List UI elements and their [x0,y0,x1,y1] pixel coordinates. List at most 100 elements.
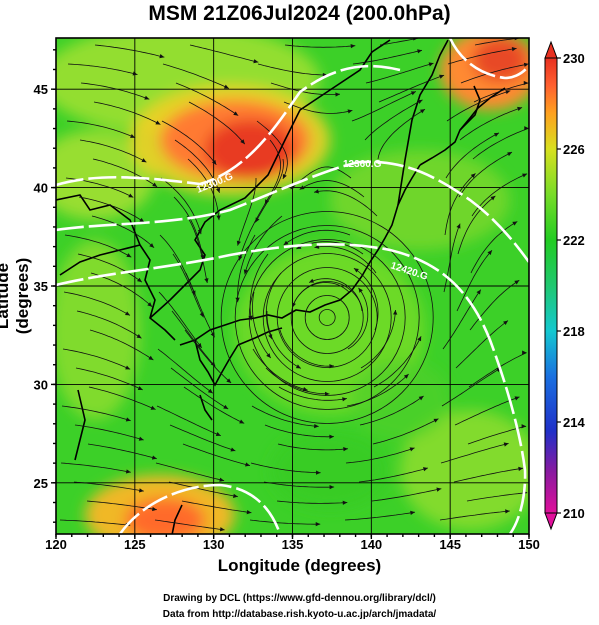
contour-12360 [56,160,529,263]
streamline [346,373,409,407]
streamline [377,108,426,160]
streamline [76,310,142,339]
streamline-arrow [514,396,520,401]
streamline-arrow [410,91,416,96]
streamline [157,348,214,394]
streamline [256,120,288,180]
y-tick-label: 25 [34,476,48,491]
contour-label-12360: 12360.G [343,159,382,170]
coastlines [56,39,506,534]
streamline [472,127,529,160]
streamline-arrow [517,106,523,111]
streamline [79,139,147,163]
streamline-arrow [155,120,161,125]
streamline [154,519,225,531]
streamline-arrow [512,221,518,226]
streamline [59,519,131,526]
streamline [251,405,319,427]
colorbar-min-arrow [544,512,558,531]
streamline [446,90,511,122]
y-tick-label: 45 [34,82,48,97]
streamline [270,82,341,95]
streamline-arrow [314,189,319,194]
streamline [92,158,158,188]
streamline-arrow [417,99,423,104]
x-tick-label: 150 [518,537,540,552]
streamline-arrow [436,487,442,492]
colorbar-tick-label: 226 [563,142,585,157]
streamline-arrow [132,71,138,76]
streamline-arrow [420,109,426,114]
x-tick-label: 125 [124,537,146,552]
streamline [443,223,461,293]
streamline-circulation [220,211,434,424]
streamline-arrow [403,374,409,379]
streamline [249,519,321,525]
streamline [189,44,259,63]
streamline-arrow [210,361,216,367]
streamline [454,396,520,426]
streamline [78,196,145,223]
streamline [74,424,144,441]
streamline [351,91,417,122]
streamline-arrow [144,95,150,100]
streamline [182,443,251,466]
x-tick-label: 145 [439,537,461,552]
streamline [175,82,239,116]
y-tick-label: 40 [34,181,48,196]
streamline-arrow [238,255,243,261]
streamline [162,63,230,89]
x-axis-label: Longitude (degrees) [217,556,382,575]
y-tick-marks [51,49,56,523]
streamline [460,63,529,84]
streamline-arrow [487,250,493,256]
streamline [188,101,246,145]
streamline [250,462,321,474]
streamline-arrow [152,182,158,187]
streamline [441,367,502,407]
streamline-arrow [518,466,524,471]
y-tick-label: 35 [34,279,48,294]
streamline [62,348,131,370]
streamline-arrow [197,229,202,235]
streamline-arrow [428,62,434,67]
streamline-arrow [347,109,353,114]
streamline-arrow [335,92,340,97]
streamline [158,291,203,349]
streamline-arrow [511,47,517,52]
streamline [88,386,156,410]
colorbar-max-arrow [544,40,558,59]
contour-south-high [118,483,282,534]
temperature-shading [56,38,529,534]
streamline-arrow [433,418,439,423]
streamline [64,234,132,258]
streamline [244,215,283,275]
streamline-arrow [299,185,305,190]
streamline [263,481,335,488]
streamline-arrow [149,243,155,248]
streamline [373,336,422,388]
streamline [80,82,150,100]
streamline-arrow [422,467,428,472]
streamline [170,367,229,410]
streamline-arrow [253,59,259,64]
streamline [161,120,217,166]
streamline [168,481,238,498]
streamline-arrow [136,277,142,283]
streamline [455,320,509,369]
streamline-arrow [505,509,510,514]
streamline [440,443,509,464]
streamline-arrow [393,310,398,315]
streamline-circulation [248,239,406,396]
streamline-arrow [343,447,348,452]
streamline [276,500,348,504]
streamline-arrow [199,312,204,318]
streamline [277,443,348,451]
streamline [181,500,252,514]
streamline-arrow [505,90,511,95]
streamline-arrow [353,268,359,273]
streamline [61,405,131,422]
streamline-arrow [523,62,529,67]
streamline-arrow [136,334,142,339]
